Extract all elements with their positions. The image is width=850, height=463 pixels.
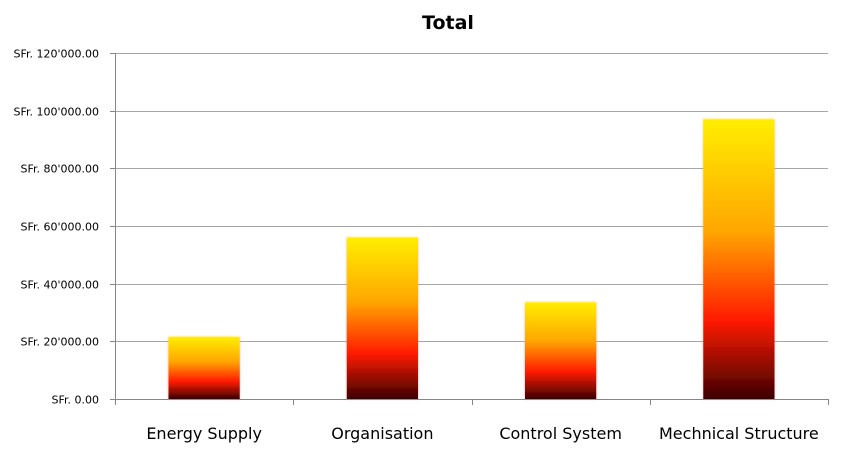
x-tick-label: Control System: [499, 424, 622, 443]
y-tick-label: SFr. 120'000.00: [13, 48, 99, 61]
x-tick-label: Energy Supply: [146, 424, 262, 443]
bar-control-system: [524, 302, 597, 399]
y-tick-label: SFr. 20'000.00: [20, 336, 99, 349]
x-tick-label: Mechnical Structure: [659, 424, 819, 443]
bars: [168, 119, 775, 400]
bar-organisation: [346, 237, 419, 399]
y-tick-label: SFr. 40'000.00: [20, 279, 99, 292]
bar-energy-supply: [168, 337, 240, 399]
y-tick-label: SFr. 100'000.00: [13, 106, 99, 119]
y-tick-label: SFr. 80'000.00: [20, 163, 99, 176]
chart-title: Total: [422, 12, 474, 34]
x-axis-tick-labels: Energy Supply Organisation Control System M…: [146, 424, 818, 443]
x-tick-label: Organisation: [331, 424, 433, 443]
y-axis-tick-labels: SFr. 0.00 SFr. 20'000.00 SFr. 40'000.00 SFr…: [13, 48, 99, 407]
y-tick-label: SFr. 0.00: [51, 394, 99, 407]
axes: [110, 53, 829, 405]
y-tick-label: SFr. 60'000.00: [20, 221, 99, 234]
bar-mechnical-structure: [703, 119, 775, 400]
